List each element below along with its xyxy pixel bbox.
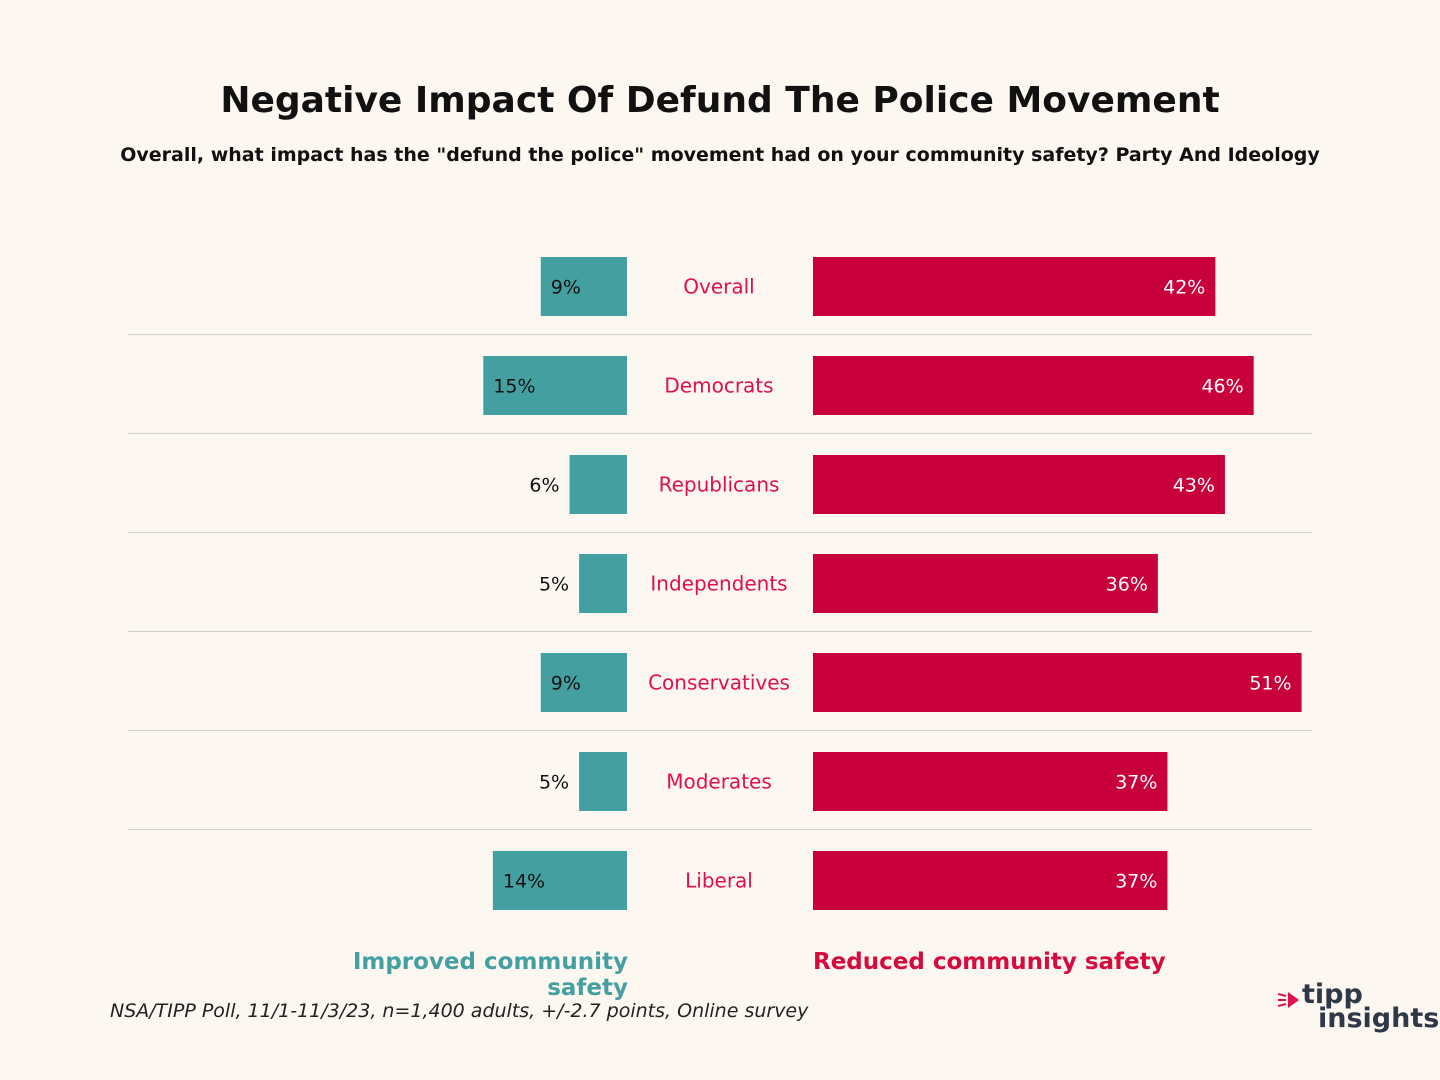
category-label: Republicans [659,473,780,497]
reduced-value-label: 51% [1249,673,1291,695]
improved-value-label: 6% [529,475,559,497]
improved-value-label: 9% [551,277,581,299]
logo-text-insights: insights [1318,1003,1440,1034]
legend-improved: Improved community safety [352,949,628,1001]
improved-value-label: 15% [493,376,535,398]
reduced-value-label: 42% [1163,277,1205,299]
reduced-value-label: 37% [1115,772,1157,794]
chart-subtitle: Overall, what impact has the "defund the… [120,144,1320,166]
reduced-bar [813,257,1216,316]
category-label: Liberal [685,869,753,893]
improved-bar [579,554,627,613]
reduced-value-label: 46% [1201,376,1243,398]
reduced-bar [813,752,1168,811]
improved-bar [540,257,627,316]
improved-bar [579,752,627,811]
improved-value-label: 9% [551,673,581,695]
improved-bar [492,851,627,910]
category-label: Democrats [664,374,773,398]
category-label: Overall [683,275,754,299]
reduced-bar [813,356,1254,415]
tipp-arrow-logo-icon [1278,992,1299,1008]
improved-bar [540,653,627,712]
category-label: Conservatives [648,671,790,695]
reduced-bar [813,653,1302,712]
category-label: Independents [650,572,787,596]
reduced-value-label: 36% [1106,574,1148,596]
reduced-bar [813,554,1158,613]
tipp-insights-logo: tipp insights [1278,979,1439,1038]
improved-value-label: 14% [503,871,545,893]
improved-bar [483,356,627,415]
improved-bar [569,455,627,514]
improved-value-label: 5% [539,574,569,596]
legend-reduced: Reduced community safety [813,949,1166,975]
reduced-value-label: 43% [1173,475,1215,497]
logo-text-tipp: tipp [1302,979,1363,1010]
improved-value-label: 5% [539,772,569,794]
source-note: NSA/TIPP Poll, 11/1-11/3/23, n=1,400 adu… [110,1000,809,1022]
reduced-value-label: 37% [1115,871,1157,893]
reduced-bar [813,851,1168,910]
reduced-bar [813,455,1225,514]
chart-title: Negative Impact Of Defund The Police Mov… [220,80,1220,121]
category-label: Moderates [666,770,772,794]
